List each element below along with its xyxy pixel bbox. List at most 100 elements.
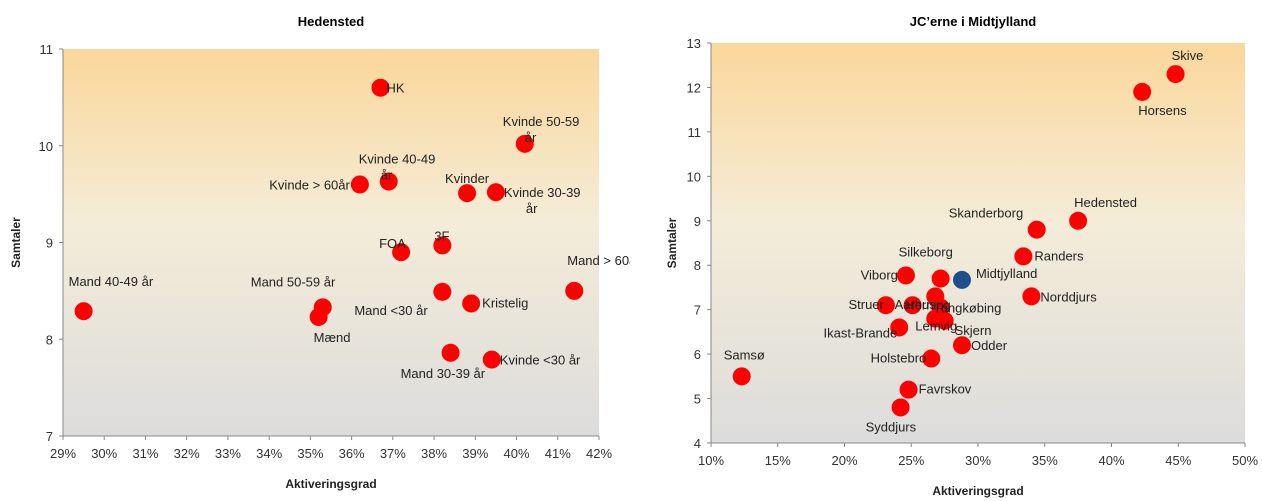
x-tick-label: 32% [174,446,200,461]
data-point [565,282,583,300]
x-tick-label: 35% [1032,453,1058,468]
y-tick-label: 11 [40,42,54,57]
data-point [900,381,918,399]
y-tick-label: 11 [688,125,702,140]
data-point-label: Kristelig [482,295,528,310]
y-tick-label: 13 [687,36,701,51]
data-point-label: Mand > 60år [567,253,630,268]
data-point-label: Horsens [1138,103,1187,118]
data-point-label: Skjern [955,323,992,338]
y-tick-label: 9 [46,236,53,251]
x-tick-label: 35% [297,446,323,461]
data-point [897,266,915,284]
y-tick-label: 12 [687,80,701,95]
x-axis-title: Aktiveringsgrad [285,477,376,491]
data-point-label: Skive [1172,48,1204,63]
x-tick-label: 33% [215,446,241,461]
x-tick-label: 30% [91,446,117,461]
data-point-label: Silkeborg [899,245,953,260]
x-tick-label: 20% [831,453,857,468]
data-point-label: Syddjurs [866,419,917,434]
data-point-label: FOA [379,236,406,251]
data-point [351,175,369,193]
data-point [1069,212,1087,230]
x-tick-label: 38% [421,446,447,461]
data-point [442,344,460,362]
data-point [458,184,476,202]
y-tick-label: 6 [694,347,701,362]
data-point [953,271,971,289]
x-tick-label: 37% [380,446,406,461]
data-point-label: Mand 30-39 år [401,366,486,381]
data-point [1022,287,1040,305]
data-point-label: Mænd [314,330,351,345]
x-tick-label: 34% [256,446,282,461]
x-tick-label: 15% [765,453,791,468]
data-point [433,283,451,301]
y-tick-label: 8 [694,258,701,273]
y-tick-label: 10 [39,139,53,154]
x-tick-label: 30% [965,453,991,468]
x-tick-label: 31% [132,446,158,461]
y-axis-title: Samtaler [665,217,679,268]
data-point-label: Mand 50-59 år [251,274,336,289]
data-point-label: Aarhus [895,297,937,312]
data-point-label: Holstebro [871,351,927,366]
y-tick-label: 7 [46,429,53,444]
plot-area [63,49,599,436]
data-point-label: Midtjylland [976,266,1037,281]
y-tick-label: 8 [46,332,53,347]
data-point-label: Kvinder [445,171,490,186]
data-point-label: 3F [434,228,449,243]
data-point-label: Lemvig [915,319,957,334]
x-tick-label: 39% [462,446,488,461]
data-point-label: Kvinde > 60år [269,177,350,192]
y-axis-title: Samtaler [9,217,23,268]
chart-hedensted: Hedensted 7 8 9 10 11 29% 30% 31% 32% 33% 34% 35% 36%… [0,0,630,501]
data-point [1028,221,1046,239]
y-tick-label: 4 [694,436,701,451]
data-point-label: Ikast-Brande [824,325,898,340]
data-point-label: Ringkøbing [936,300,1002,315]
data-point [1133,83,1151,101]
data-point [1167,65,1185,83]
data-point-label: Odder [971,338,1008,353]
x-tick-label: 40% [504,446,530,461]
data-point-label: Viborg [861,267,898,282]
x-tick-label: 45% [1165,453,1191,468]
y-tick-label: 7 [694,303,701,318]
data-point-label: Norddjurs [1040,289,1097,304]
y-tick-label: 9 [694,214,701,229]
data-point [462,294,480,312]
data-point [733,367,751,385]
x-tick-label: 10% [698,453,724,468]
x-tick-label: 40% [1098,453,1124,468]
x-tick-label: 42% [586,446,612,461]
data-point [892,398,910,416]
x-tick-label: 50% [1232,453,1258,468]
data-point [487,183,505,201]
data-point [1014,247,1032,265]
data-point-label: Skanderborg [949,206,1023,221]
data-point [310,308,328,326]
x-tick-label: 41% [545,446,571,461]
data-point-label: Samsø [724,347,765,362]
x-tick-label: 36% [339,446,365,461]
y-tick-label: 5 [694,392,701,407]
data-point [932,270,950,288]
chart-jc-midtjylland: JC’erne i Midtjylland 4 5 6 7 8 9 10 11 12 13 10% 15… [630,0,1262,501]
data-point [483,351,501,369]
data-point [953,336,971,354]
data-point-label: Mand <30 år [354,303,428,318]
data-point [75,302,93,320]
x-tick-label: 25% [898,453,924,468]
data-point-label: Favrskov [919,382,972,397]
chart-title: JC’erne i Midtjylland [910,14,1036,29]
data-point-label: Kvinde <30 år [500,353,581,368]
y-tick-label: 10 [687,169,701,184]
data-point-label: Mand 40-49 år [69,274,154,289]
x-tick-label: 29% [50,446,76,461]
chart-title: Hedensted [298,14,365,29]
data-point-label: Struer [848,297,884,312]
